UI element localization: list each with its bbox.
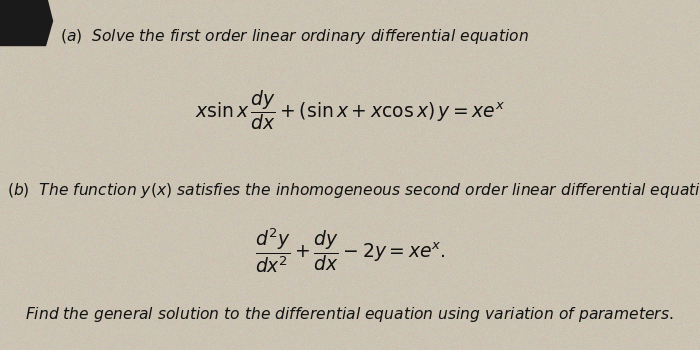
Text: $\it{Find\ the\ general\ solution\ to\ the\ differential\ equation\ using\ varia: $\it{Find\ the\ general\ solution\ to\ t… — [25, 306, 673, 324]
Text: $x\sin x\,\dfrac{dy}{dx} + (\sin x + x\cos x)\,y = xe^{x}$: $x\sin x\,\dfrac{dy}{dx} + (\sin x + x\c… — [195, 88, 505, 132]
Polygon shape — [0, 0, 52, 46]
Text: $(a)$  $\it{Solve\ the\ first\ order\ linear\ ordinary\ differential\ equation}$: $(a)$ $\it{Solve\ the\ first\ order\ lin… — [60, 27, 528, 46]
Text: $\dfrac{d^2y}{dx^2} + \dfrac{dy}{dx} - 2y = xe^{x}.$: $\dfrac{d^2y}{dx^2} + \dfrac{dy}{dx} - 2… — [255, 226, 445, 275]
Text: $(b)$  $\it{The\ function\ }$$y(x)$$\it{\ satisfies\ the\ inhomogeneous\ second\: $(b)$ $\it{The\ function\ }$$y(x)$$\it{\… — [7, 181, 700, 200]
